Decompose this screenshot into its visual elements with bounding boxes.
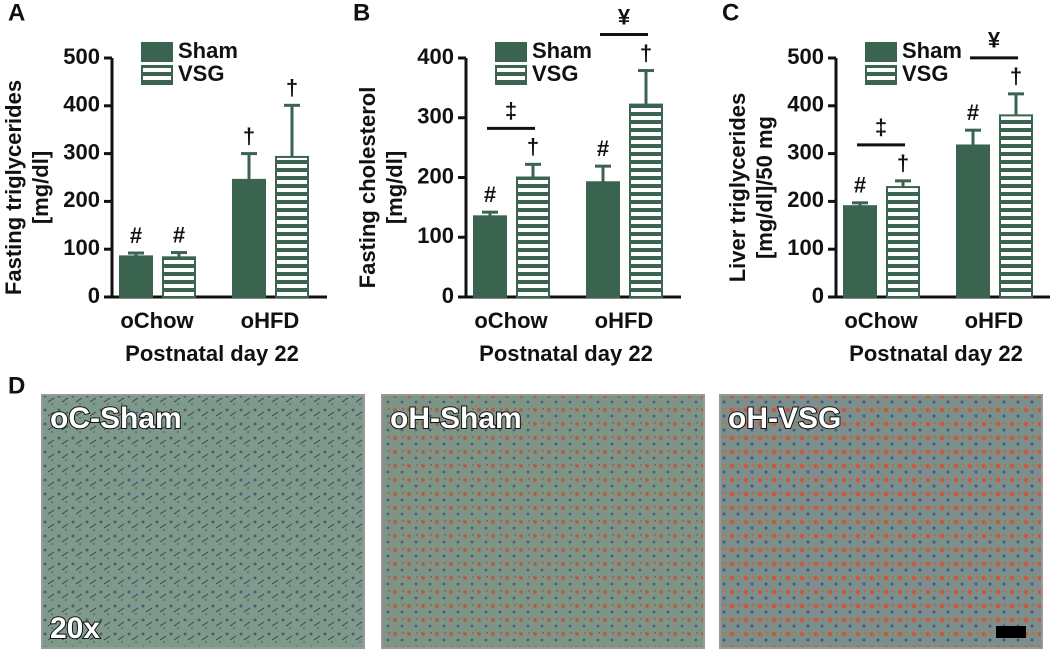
bar <box>956 144 990 298</box>
panel-letter: A <box>8 0 25 26</box>
error-bar <box>284 103 300 157</box>
significance-marker: † <box>527 134 539 159</box>
magnification: 20x <box>50 612 100 645</box>
significance-marker: # <box>597 136 609 161</box>
scale-bar <box>996 626 1026 638</box>
bar <box>119 255 153 298</box>
image-label: oC-Sham <box>50 402 182 435</box>
bar <box>629 103 663 299</box>
significance-marker: # <box>173 222 185 247</box>
legend-label: VSG <box>902 61 948 86</box>
x-tick-label: oHFD <box>595 308 654 333</box>
bar <box>473 215 507 298</box>
bar <box>516 176 550 298</box>
x-axis-label: Postnatal day 22 <box>479 341 653 366</box>
y-tick-label: 300 <box>417 104 454 129</box>
legend-swatch <box>495 42 527 62</box>
x-tick-label: oChow <box>474 308 548 333</box>
bracket-label: ¥ <box>618 4 631 29</box>
error-bar <box>595 164 611 183</box>
bracket-label: ¥ <box>988 28 1001 53</box>
y-tick-label: 100 <box>63 235 100 260</box>
x-tick-label: oHFD <box>965 308 1024 333</box>
y-tick-label: 100 <box>787 235 824 260</box>
bar <box>886 186 920 298</box>
bar <box>275 155 309 298</box>
bar <box>586 181 620 298</box>
bar <box>162 256 196 298</box>
y-axis-label: Fasting triglycerides <box>1 80 26 295</box>
error-bar <box>1008 92 1024 116</box>
micrograph <box>719 394 1043 649</box>
significance-marker: # <box>854 173 866 198</box>
legend-swatch <box>865 42 897 62</box>
error-bar <box>241 152 257 180</box>
micrograph <box>41 394 365 649</box>
y-tick-label: 0 <box>442 283 454 308</box>
image-panels: D oC-Sham oH-Sham oH-VSG 20x <box>8 372 1043 649</box>
y-tick-label: 0 <box>88 283 100 308</box>
bracket-label: ‡ <box>875 115 887 140</box>
error-bar <box>128 251 144 257</box>
micrograph <box>381 394 705 649</box>
error-bar <box>895 179 911 188</box>
legend-swatch <box>865 65 897 85</box>
panel-letter: D <box>8 372 25 399</box>
error-bar <box>171 251 187 258</box>
x-tick-label: oHFD <box>241 308 300 333</box>
significance-marker: # <box>484 182 496 207</box>
significance-marker: † <box>1010 64 1022 89</box>
y-axis-label: [mg/dl]/50 mg <box>752 116 777 259</box>
panel-letter: C <box>722 0 739 26</box>
x-tick-label: oChow <box>120 308 194 333</box>
legend-label: Sham <box>902 38 962 63</box>
image-label: oH-Sham <box>390 402 522 435</box>
legend-label: VSG <box>532 61 578 86</box>
image-label: oH-VSG <box>728 402 841 435</box>
bar <box>843 205 877 298</box>
significance-marker: # <box>967 100 979 125</box>
y-tick-label: 200 <box>63 187 100 212</box>
significance-marker: # <box>130 223 142 248</box>
bar <box>232 178 266 298</box>
x-tick-label: oChow <box>844 308 918 333</box>
bracket-label: ‡ <box>505 98 517 123</box>
error-bar <box>965 128 981 146</box>
legend-swatch <box>141 65 173 85</box>
x-axis-label: Postnatal day 22 <box>125 341 299 366</box>
y-axis-label: Fasting cholesterol <box>355 87 380 289</box>
error-bar <box>482 210 498 217</box>
y-tick-label: 100 <box>417 223 454 248</box>
panel-letter: B <box>353 0 370 26</box>
y-axis-label: Liver triglycerides <box>725 93 750 283</box>
error-bar <box>852 201 868 207</box>
significance-marker: † <box>243 123 255 148</box>
y-tick-label: 500 <box>63 44 100 69</box>
y-tick-label: 200 <box>787 187 824 212</box>
error-bar <box>638 69 654 105</box>
significance-marker: † <box>897 151 909 176</box>
y-tick-label: 400 <box>63 92 100 117</box>
y-tick-label: 400 <box>787 92 824 117</box>
bar <box>999 114 1033 298</box>
y-tick-label: 500 <box>787 44 824 69</box>
x-axis-label: Postnatal day 22 <box>849 341 1023 366</box>
significance-marker: † <box>640 40 652 65</box>
legend-label: Sham <box>178 38 238 63</box>
y-axis-label: [mg/dl] <box>382 151 407 224</box>
y-tick-label: 300 <box>787 139 824 164</box>
y-tick-label: 0 <box>812 283 824 308</box>
y-tick-label: 200 <box>417 163 454 188</box>
legend-swatch <box>495 65 527 85</box>
significance-marker: † <box>286 75 298 100</box>
y-axis-label: [mg/dl] <box>28 151 53 224</box>
legend-label: Sham <box>532 38 592 63</box>
legend-swatch <box>141 42 173 62</box>
error-bar <box>525 162 541 178</box>
y-tick-label: 400 <box>417 44 454 69</box>
legend-label: VSG <box>178 61 224 86</box>
y-tick-label: 300 <box>63 139 100 164</box>
